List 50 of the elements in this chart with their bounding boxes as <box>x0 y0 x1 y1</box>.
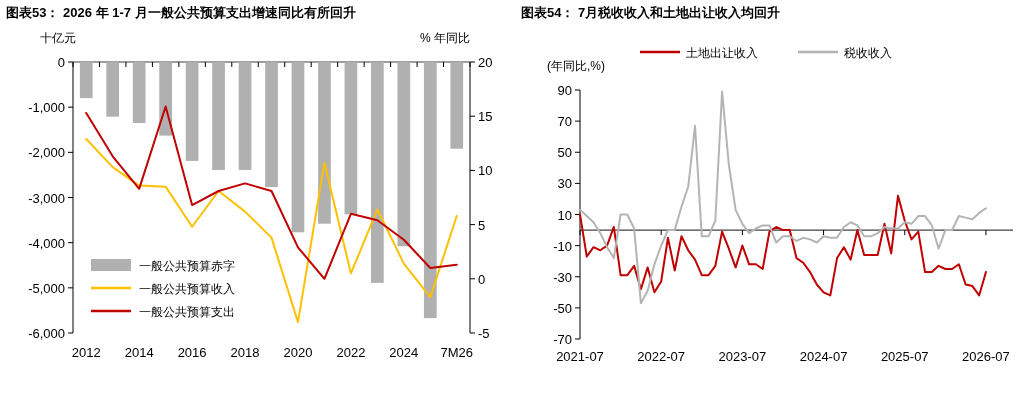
x-tick-label: 7M26 <box>440 345 474 360</box>
legend-label: 税收收入 <box>844 46 892 60</box>
x-tick-label: 2024-07 <box>799 349 848 364</box>
y2-tick-label: 20 <box>478 55 493 70</box>
legend-label: 一般公共预算赤字 <box>139 259 235 273</box>
y-tick-label: 90 <box>557 83 572 98</box>
y-tick-label: -4,000 <box>28 235 65 251</box>
y-tick-label: -10 <box>553 238 572 254</box>
y-tick-label: -50 <box>553 300 572 316</box>
y-axis-title: (年同比,%) <box>547 59 605 73</box>
y-axis-title: 十亿元 <box>40 31 76 45</box>
x-tick-label: 2022-07 <box>637 349 686 364</box>
line-series <box>85 105 458 280</box>
y2-tick-label: 10 <box>478 163 493 179</box>
y-tick-label: -70 <box>553 332 572 347</box>
y-tick-label: -3,000 <box>28 190 65 206</box>
x-tick-label: 2018 <box>230 345 260 360</box>
y-tick-label: -5,000 <box>28 280 65 296</box>
chart-title: 图表54： 7月税收收入和土地出让收入均回升 <box>521 5 781 20</box>
y2-tick-label: -5 <box>478 326 490 341</box>
line-series <box>579 90 987 305</box>
y-tick-label: 0 <box>57 55 65 70</box>
line-series <box>85 137 458 324</box>
x-tick-label: 2024 <box>389 345 419 360</box>
x-tick-label: 2016 <box>177 345 207 360</box>
x-tick-label: 2020 <box>283 345 313 360</box>
y-tick-label: 10 <box>557 207 572 223</box>
x-tick-label: 2023-07 <box>718 349 767 364</box>
y-tick-label: -1,000 <box>28 100 65 116</box>
chart-title: 图表53： 2026 年 1-7 月一般公共预算支出增速同比有所回升 <box>6 5 356 20</box>
x-tick-label: 2021-07 <box>556 349 604 364</box>
y-tick-label: -30 <box>553 269 572 285</box>
x-tick-label: 2025-07 <box>880 349 929 364</box>
x-tick-label: 2012 <box>71 345 101 360</box>
y-tick-label: 50 <box>557 145 572 161</box>
legend-label: 一般公共预算收入 <box>139 282 235 296</box>
y-tick-label: 70 <box>557 114 572 130</box>
y2-tick-label: 5 <box>478 217 486 233</box>
line-series <box>579 194 987 297</box>
y2-axis-title: % 年同比 <box>419 31 470 45</box>
legend-label: 土地出让收入 <box>686 46 758 60</box>
y-tick-label: -6,000 <box>28 326 65 341</box>
x-tick-label: 2022 <box>336 345 366 360</box>
y-tick-label: -2,000 <box>28 145 65 161</box>
legend-label: 一般公共预算支出 <box>139 305 235 319</box>
x-tick-label: 2014 <box>124 345 154 360</box>
x-tick-label: 2026-07 <box>962 349 1010 364</box>
y2-tick-label: 15 <box>478 109 493 125</box>
y2-tick-label: 0 <box>478 271 486 287</box>
y-tick-label: 30 <box>557 176 572 192</box>
